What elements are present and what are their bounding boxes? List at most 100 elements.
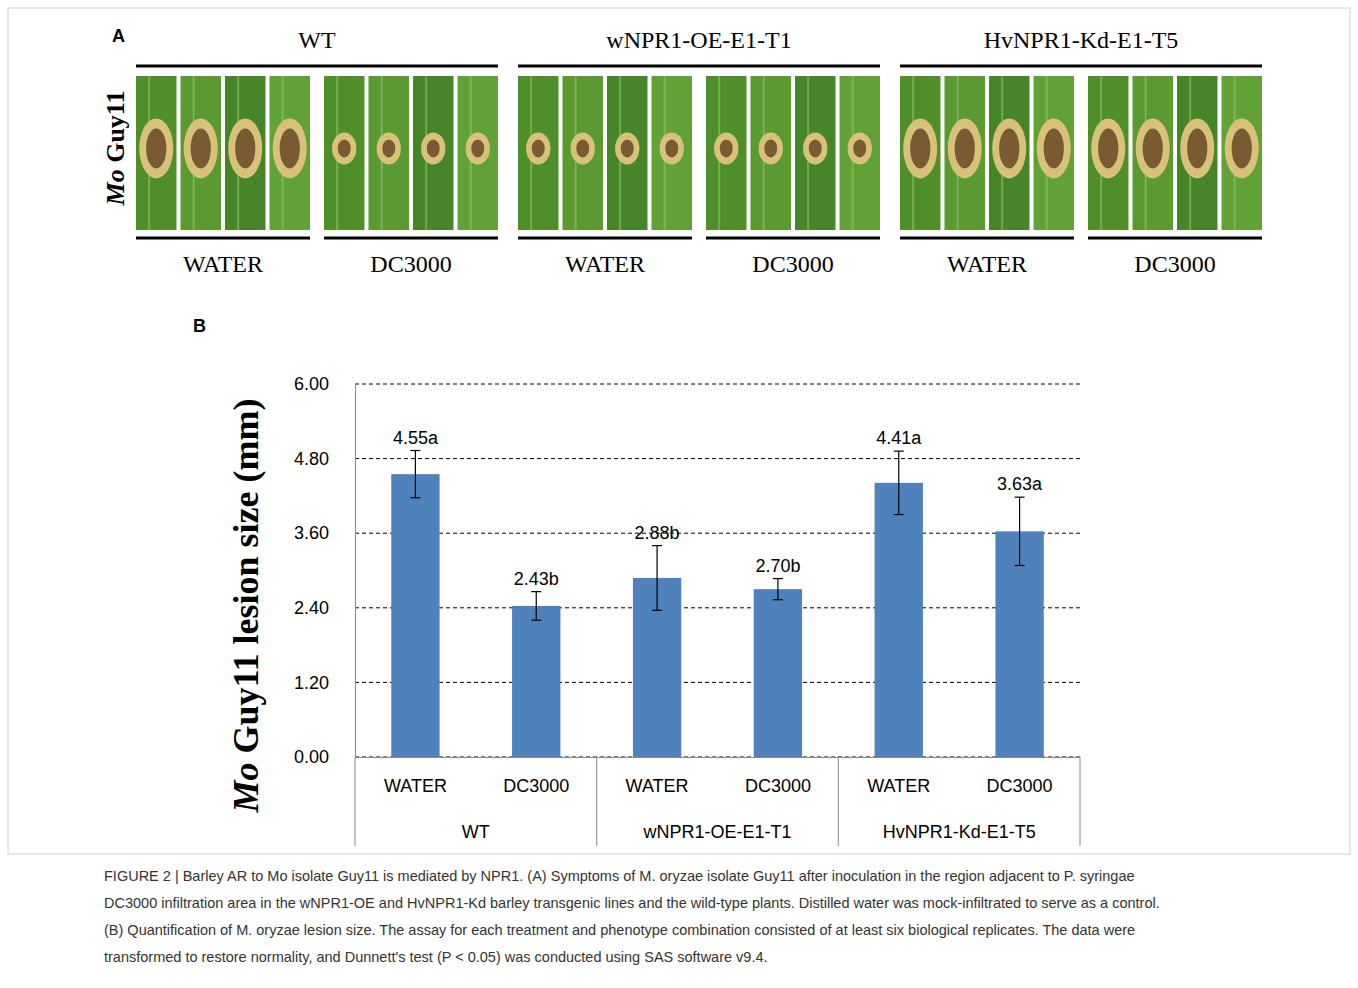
group-separator: [838, 757, 839, 846]
error-bar-cap: [894, 514, 904, 515]
panel-letter: A: [112, 26, 125, 46]
y-tick: 1.20: [294, 673, 355, 693]
error-bar: [410, 451, 420, 498]
panel-a: A Mo Guy11 WT WATER DC3000 wNPR1-OE-E1-T1 WATE…: [101, 26, 1262, 277]
lesion-core: [999, 128, 1019, 168]
error-bar-stem: [777, 579, 778, 600]
lesion-core: [280, 128, 300, 168]
lesion-core: [1187, 128, 1207, 168]
y-tick-label: 2.40: [294, 598, 329, 618]
leaf-strip: [900, 76, 941, 230]
x-tick-label: WATER: [626, 776, 689, 796]
lesion-halo: [803, 132, 827, 164]
leaf-strip: [181, 76, 222, 230]
treatment-bracket: [136, 237, 310, 240]
group-bracket: [518, 65, 880, 68]
lesion-halo: [1225, 118, 1259, 178]
y-tick-label: 4.80: [294, 449, 329, 469]
lesion-core: [621, 139, 634, 157]
lesion-core: [427, 139, 440, 157]
error-bar-stem: [415, 451, 416, 498]
lesion-halo: [332, 132, 356, 164]
x-axis-line: [356, 757, 1081, 758]
error-bar-cap: [894, 451, 904, 452]
lesion-halo: [228, 118, 262, 178]
treatment-label: DC3000: [752, 251, 833, 277]
panel-letter: B: [193, 316, 206, 336]
treatment-label: WATER: [565, 251, 645, 277]
lesion-core: [853, 139, 866, 157]
leaf-strip: [1133, 76, 1174, 230]
group-separator: [355, 757, 356, 846]
lesion-core: [338, 139, 351, 157]
treatment-bracket: [706, 237, 880, 240]
figure-frame: [8, 8, 1350, 854]
grid-line: [355, 458, 1080, 459]
side-label: Mo Guy11: [101, 91, 130, 207]
caption-line: (B) Quantification of M. oryzae lesion s…: [104, 922, 1135, 938]
lesion-core: [532, 139, 545, 157]
leaf-strip: [989, 76, 1030, 230]
leaf-strip: [270, 76, 311, 230]
leaf-strip: [1088, 76, 1129, 230]
treatment-label: WATER: [183, 251, 263, 277]
lesion-halo: [184, 118, 218, 178]
error-bar-cap: [410, 497, 420, 498]
y-tick-label: 0.00: [294, 747, 329, 767]
lesion-halo: [526, 132, 550, 164]
error-bar-stem: [536, 592, 537, 621]
data-label: 2.43b: [514, 569, 559, 589]
bar: [512, 606, 560, 757]
lesion-core: [1232, 128, 1252, 168]
leaf-strip: [652, 76, 693, 230]
lesion-halo: [466, 132, 490, 164]
error-bar: [1015, 497, 1025, 565]
error-bar-stem: [898, 451, 899, 514]
group-title: HvNPR1-Kd-E1-T5: [984, 27, 1179, 53]
lesion-core: [665, 139, 678, 157]
lesion-halo: [1037, 118, 1071, 178]
caption: FIGURE 2 | Barley AR to Mo isolate Guy11…: [104, 868, 1160, 965]
lesion-halo: [571, 132, 595, 164]
lesion-core: [910, 128, 930, 168]
treatment-bracket: [518, 237, 692, 240]
data-label: 3.63a: [997, 474, 1043, 494]
lesion-halo: [1136, 118, 1170, 178]
grid-line: [355, 757, 1080, 758]
x-tick: WATER: [867, 757, 930, 796]
lesion-core: [191, 128, 211, 168]
bar: [754, 589, 802, 757]
y-tick: 6.00: [294, 374, 355, 394]
lesion-halo: [992, 118, 1026, 178]
data-label: 4.41a: [876, 428, 922, 448]
lesion-halo: [1091, 118, 1125, 178]
lesion-halo: [660, 132, 684, 164]
lesion-halo: [273, 118, 307, 178]
x-tick: DC3000: [745, 757, 811, 796]
leaf-strip: [840, 76, 881, 230]
x-tick: DC3000: [503, 757, 569, 796]
group-title: WT: [298, 27, 336, 53]
group-title: wNPR1-OE-E1-T1: [606, 27, 791, 53]
caption-line: FIGURE 2 | Barley AR to Mo isolate Guy11…: [104, 868, 1135, 884]
treatment-bracket: [900, 237, 1074, 240]
group-label: HvNPR1-Kd-E1-T5: [883, 822, 1036, 842]
data-label: 4.55a: [393, 428, 439, 448]
leaf-strip: [324, 76, 365, 230]
x-tick-label: WATER: [867, 776, 930, 796]
grid-line: [355, 682, 1080, 683]
x-tick-label: DC3000: [987, 776, 1053, 796]
x-tick: WATER: [626, 757, 689, 796]
lesion-halo: [421, 132, 445, 164]
error-bar-cap: [652, 610, 662, 611]
y-tick-label: 6.00: [294, 374, 329, 394]
lesion-core: [720, 139, 733, 157]
leaf-strip: [225, 76, 266, 230]
lesion-halo: [903, 118, 937, 178]
data-labels: 4.55a2.43b2.88b2.70b4.41a3.63a: [393, 428, 1043, 589]
lesion-core: [1044, 128, 1064, 168]
lesion-core: [146, 128, 166, 168]
leaf-strip: [706, 76, 747, 230]
lesion-halo: [714, 132, 738, 164]
y-axis-line: [355, 385, 356, 758]
